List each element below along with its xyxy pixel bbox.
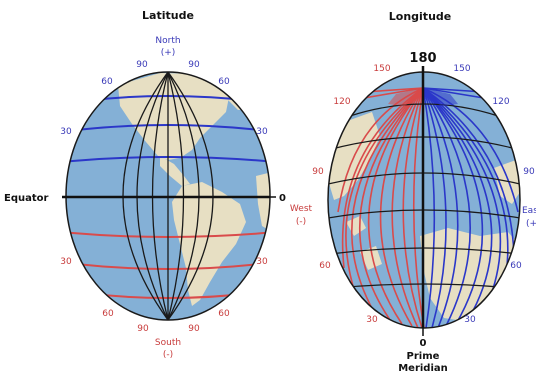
latitude-label-s90-right: 90	[188, 324, 200, 334]
latitude-land-south-america	[172, 182, 246, 306]
latitude-south-sign: (-)	[163, 350, 173, 360]
longitude-west-label: West	[290, 204, 313, 214]
longitude-west-sign: (-)	[296, 217, 306, 227]
longitude-label-e120: 120	[492, 97, 509, 107]
latitude-label-s30-left: 30	[60, 257, 72, 267]
longitude-meridian-label: Meridian	[398, 363, 448, 373]
longitude-label-w120: 120	[333, 97, 350, 107]
longitude-land-island-1	[346, 216, 366, 236]
latitude-south-label: South	[155, 338, 181, 348]
latitude-label-n30-left: 30	[60, 127, 72, 137]
longitude-label-0: 0	[420, 338, 427, 349]
longitude-west-meridians	[337, 87, 425, 328]
latitude-labels: Latitude North (+) 90 90 60 60 30 30 Equ…	[4, 9, 286, 360]
latitude-label-n90-right: 90	[188, 60, 200, 70]
longitude-prime-label: Prime	[407, 351, 440, 362]
longitude-label-w30: 30	[366, 315, 378, 325]
latitude-equator-value: 0	[279, 193, 286, 204]
longitude-east-label: Eas	[522, 206, 536, 216]
longitude-polar-cap-east	[423, 88, 458, 106]
latitude-label-n30-right: 30	[256, 127, 268, 137]
longitude-label-180: 180	[409, 51, 436, 66]
latitude-label-n90-left: 90	[136, 60, 148, 70]
latitude-north-label: North	[155, 36, 180, 46]
longitude-polar-cap-west	[388, 88, 423, 106]
latitude-north-sign: (+)	[161, 48, 176, 58]
longitude-label-e150: 150	[453, 64, 470, 74]
latitude-equator-label: Equator	[4, 193, 49, 204]
longitude-label-e90: 90	[523, 167, 535, 177]
latitude-label-s60-right: 60	[218, 309, 230, 319]
latitude-globe	[62, 71, 276, 321]
latitude-label-s60-left: 60	[102, 309, 114, 319]
latitude-label-s30-right: 30	[256, 257, 268, 267]
longitude-title: Longitude	[389, 10, 451, 23]
longitude-label-e60: 60	[510, 261, 522, 271]
longitude-east-meridians	[422, 87, 519, 328]
longitude-east-sign: (+	[526, 219, 536, 229]
latitude-land-north-america	[118, 73, 230, 160]
longitude-label-e30: 30	[464, 315, 476, 325]
longitude-land-island-2	[360, 246, 382, 270]
latitude-label-n60-left: 60	[101, 77, 113, 87]
latitude-title: Latitude	[142, 9, 194, 22]
latitude-label-s90-left: 90	[137, 324, 149, 334]
longitude-label-w60: 60	[319, 261, 331, 271]
longitude-globe	[327, 66, 521, 336]
latitude-label-n60-right: 60	[218, 77, 230, 87]
longitude-labels: Longitude 180 150 150 120 120 90 90 West…	[290, 10, 536, 373]
longitude-label-w150: 150	[373, 64, 390, 74]
longitude-label-w90: 90	[312, 167, 324, 177]
